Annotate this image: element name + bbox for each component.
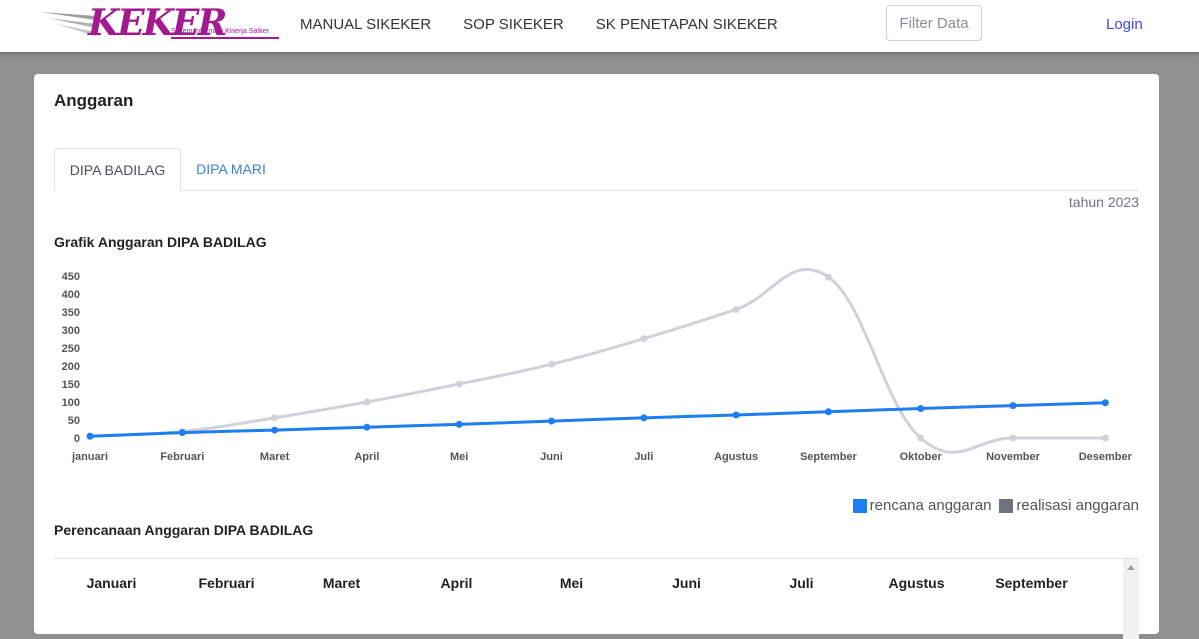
table-header-cell: Januari [86, 575, 137, 591]
data-point-rencana[interactable] [1101, 399, 1109, 407]
legend-swatch-rencana [852, 498, 867, 513]
legend-swatch-realisasi [999, 498, 1014, 513]
filter-data-button[interactable]: Filter Data [886, 5, 982, 41]
x-tick-label: Desember [1079, 451, 1133, 463]
data-point-rencana[interactable] [640, 414, 648, 422]
series-line-realisasi [89, 268, 1106, 454]
data-point-realisasi[interactable] [271, 414, 279, 422]
table-header-cell: Maret [322, 575, 361, 591]
chart-legend: rencana anggaran realisasi anggaran [845, 497, 1139, 514]
x-tick-label: Mei [450, 451, 468, 463]
nav-link-sk-penetapan[interactable]: SK PENETAPAN SIKEKER [595, 16, 778, 33]
nav-link-sop[interactable]: SOP SIKEKER [463, 16, 564, 33]
nav-links: MANUAL SIKEKER SOP SIKEKER SK PENETAPAN … [300, 16, 810, 33]
y-tick-label: 50 [68, 415, 80, 427]
x-tick-label: januari [71, 451, 108, 463]
table-header-row: Januari Februari Maret April Mei Juni Juli Agus… [54, 575, 1122, 591]
x-tick-label: Juli [634, 451, 653, 463]
nav-link-manual[interactable]: MANUAL SIKEKER [300, 16, 432, 33]
data-point-realisasi[interactable] [1009, 434, 1017, 442]
data-point-realisasi[interactable] [455, 380, 463, 388]
data-point-rencana[interactable] [1009, 402, 1017, 410]
login-link[interactable]: Login [1106, 16, 1143, 33]
data-point-realisasi[interactable] [548, 360, 555, 368]
y-tick-label: 400 [62, 289, 80, 301]
y-tick-label: 150 [62, 379, 80, 391]
data-point-rencana[interactable] [455, 420, 463, 428]
x-tick-label: Agustus [714, 451, 758, 463]
x-tick-label: November [986, 451, 1041, 463]
data-point-realisasi[interactable] [732, 305, 740, 313]
x-tick-label: April [354, 451, 379, 463]
x-tick-label: September [800, 451, 858, 463]
table-header-cell: September [995, 575, 1068, 591]
table-title: Perencanaan Anggaran DIPA BADILAG [54, 522, 314, 538]
y-tick-label: 350 [62, 307, 80, 319]
tab-bar: DIPA BADILAG DIPA MARI [54, 148, 1139, 191]
logo-subtitle: Sistem Informasi Kinerja Satker [171, 28, 270, 35]
year-label: tahun 2023 [1068, 194, 1139, 210]
data-point-rencana[interactable] [917, 404, 925, 412]
anggaran-card: Anggaran DIPA BADILAG DIPA MARI tahun 20… [34, 74, 1159, 639]
data-point-realisasi[interactable] [640, 335, 648, 343]
y-tick-label: 300 [62, 325, 80, 337]
perencanaan-table: Januari Februari Maret April Mei Juni Juli Agus… [54, 558, 1139, 639]
data-point-rencana[interactable] [548, 417, 555, 425]
legend-item-rencana[interactable]: rencana anggaran [852, 497, 992, 514]
x-tick-label: Juni [540, 451, 563, 463]
y-tick-label: 0 [74, 433, 80, 445]
table-header-cell: Juni [672, 575, 701, 591]
data-point-rencana[interactable] [86, 432, 94, 440]
table-scrollbar[interactable] [1123, 559, 1139, 639]
y-tick-label: 450 [62, 271, 80, 283]
data-point-rencana[interactable] [271, 426, 279, 434]
x-tick-label: Februari [160, 451, 204, 463]
tab-dipa-badilag[interactable]: DIPA BADILAG [54, 148, 181, 191]
tab-dipa-mari[interactable]: DIPA MARI [196, 161, 266, 177]
chart-title: Grafik Anggaran DIPA BADILAG [54, 234, 267, 250]
table-header-cell: April [440, 575, 473, 591]
data-point-realisasi[interactable] [363, 398, 371, 406]
series-line-rencana [89, 401, 1106, 438]
table-header-cell: Agustus [888, 575, 945, 591]
logo-underline [171, 37, 279, 39]
legend-label-rencana: rencana anggaran [869, 497, 992, 514]
logo-swoosh-icon [40, 12, 96, 36]
anggaran-line-chart: 0 50 100 150 200 250 300 350 400 450 januari Februa… [62, 268, 1133, 463]
data-point-realisasi[interactable] [824, 273, 832, 281]
navbar: KEKER Sistem Informasi Kinerja Satker MA… [0, 0, 1199, 52]
sikeker-logo[interactable]: KEKER Sistem Informasi Kinerja Satker [38, 2, 280, 44]
data-point-realisasi[interactable] [1101, 434, 1109, 442]
card-title: Anggaran [54, 91, 134, 110]
data-point-rencana[interactable] [178, 429, 186, 437]
scroll-up-arrow-icon[interactable] [1127, 565, 1135, 570]
table-header-cell: Februari [198, 575, 255, 591]
y-tick-label: 200 [62, 361, 80, 373]
y-tick-label: 250 [62, 343, 80, 355]
y-tick-label: 100 [62, 397, 80, 409]
data-point-rencana[interactable] [363, 423, 371, 431]
x-tick-label: Oktober [900, 451, 943, 463]
data-point-rencana[interactable] [824, 408, 832, 416]
data-point-rencana[interactable] [732, 411, 740, 419]
legend-label-realisasi: realisasi anggaran [1016, 497, 1139, 514]
legend-item-realisasi[interactable]: realisasi anggaran [999, 497, 1139, 514]
table-header-cell: Mei [559, 575, 584, 591]
data-point-realisasi[interactable] [917, 434, 925, 442]
table-header-cell: Juli [789, 575, 814, 591]
x-tick-label: Maret [260, 451, 290, 463]
